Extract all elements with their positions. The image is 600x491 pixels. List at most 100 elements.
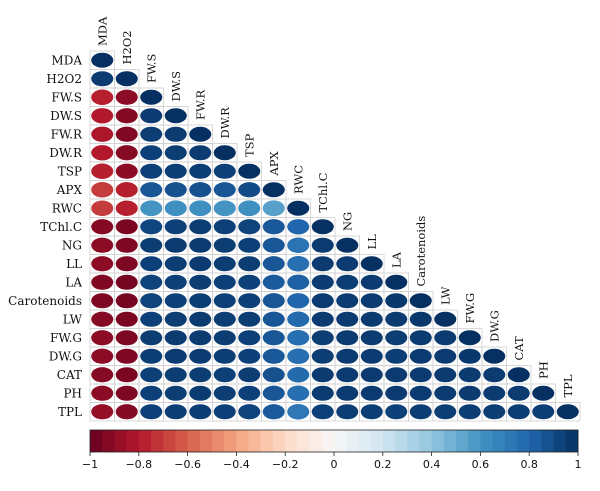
row-label: TSP (58, 164, 82, 178)
row-label: FW.R (51, 127, 83, 141)
corr-cell-Carotenoids-LA (385, 293, 408, 309)
corr-cell-NG-RWC (287, 237, 310, 253)
corr-cell-LL-RWC (287, 256, 310, 272)
colorbar-tick-label: 0.6 (472, 458, 490, 471)
corr-cell-NG-DW.S (164, 237, 187, 253)
corr-cell-CAT-APX (262, 367, 285, 383)
corr-cell-FW.G-LW (434, 330, 457, 346)
corr-cell-LL-FW.S (140, 256, 163, 272)
colorbar-step (358, 430, 371, 452)
colorbar-step (419, 430, 432, 452)
corr-cell-LW-LL (360, 311, 383, 327)
colorbar-step (529, 430, 542, 452)
corr-cell-DW.R-FW.S (140, 145, 163, 161)
colorbar-step (151, 430, 164, 452)
corr-cell-CAT-LL (360, 367, 383, 383)
corr-cell-TPL-TSP (238, 404, 261, 420)
corr-cell-TPL-MDA (91, 404, 114, 420)
colorbar-step (297, 430, 310, 452)
corr-cell-DW.R-MDA (91, 145, 114, 161)
row-label: RWC (52, 201, 82, 215)
corr-cell-LW-MDA (91, 311, 114, 327)
corr-cell-FW.R-FW.R (189, 126, 212, 142)
corr-cell-FW.G-APX (262, 330, 285, 346)
corr-cell-Carotenoids-FW.S (140, 293, 163, 309)
corr-cell-RWC-TSP (238, 200, 261, 217)
corr-cell-FW.G-FW.G (458, 330, 481, 346)
colorbar-step (456, 430, 469, 452)
corr-cell-DW.G-FW.R (189, 348, 212, 364)
row-label: TPL (58, 405, 82, 419)
corr-cell-LA-LA (385, 274, 408, 290)
row-label: DW.G (49, 349, 82, 363)
corr-cell-LL-TSP (238, 256, 261, 272)
corr-cell-RWC-RWC (287, 200, 310, 216)
corr-cell-TPL-PH (532, 404, 555, 420)
row-label: LW (63, 312, 83, 326)
corr-cell-DW.G-NG (336, 348, 359, 364)
corr-cell-TChl.C-FW.S (140, 219, 163, 235)
corr-cell-LA-NG (336, 274, 359, 290)
corr-cell-FW.G-RWC (287, 330, 310, 346)
corr-cell-TPL-FW.G (458, 404, 481, 420)
colorbar-step (90, 430, 103, 452)
corr-cell-RWC-MDA (91, 200, 114, 217)
corr-cell-TPL-DW.G (483, 404, 506, 420)
corr-cell-LL-H2O2 (115, 256, 138, 272)
colorbar-tick-label: −1 (82, 458, 98, 471)
corr-cell-TChl.C-DW.S (164, 219, 187, 235)
column-label: APX (267, 150, 281, 176)
colorbar-step (504, 430, 518, 452)
corr-cell-APX-H2O2 (115, 182, 138, 198)
corr-cell-Carotenoids-FW.R (189, 293, 212, 309)
corr-cell-TChl.C-TChl.C (311, 219, 334, 235)
column-label: MDA (95, 16, 109, 46)
corr-cell-LL-DW.S (164, 256, 187, 272)
colorbar-step (212, 430, 225, 452)
column-label: LL (365, 234, 379, 250)
corr-cell-APX-DW.R (213, 182, 236, 198)
corr-cell-DW.G-LA (385, 348, 408, 364)
corr-cell-PH-LL (360, 385, 383, 401)
corr-cell-FW.G-FW.S (140, 330, 163, 346)
row-label: FW.G (50, 331, 82, 345)
column-label: H2O2 (120, 30, 134, 64)
corr-cell-Carotenoids-TChl.C (311, 293, 334, 309)
corr-cell-TPL-Carotenoids (409, 404, 432, 420)
corr-cell-DW.G-DW.R (213, 348, 236, 364)
colorbar-step (334, 430, 347, 452)
corr-cell-MDA-MDA (91, 52, 114, 68)
corr-cell-FW.R-FW.S (140, 126, 163, 142)
row-label: H2O2 (46, 72, 82, 86)
column-label: TSP (242, 133, 256, 157)
corr-cell-PH-RWC (287, 385, 310, 401)
corr-cell-LW-DW.R (213, 311, 236, 327)
corr-cell-RWC-FW.R (189, 200, 212, 217)
corr-cell-TPL-TPL (556, 404, 579, 420)
corr-cell-CAT-LA (385, 367, 408, 383)
row-label: Carotenoids (8, 294, 82, 308)
corr-cell-NG-MDA (91, 237, 114, 253)
corr-cell-CAT-NG (336, 367, 359, 383)
corr-cell-LW-APX (262, 311, 285, 327)
colorbar-tick-label: 0 (331, 458, 338, 471)
corr-cell-CAT-DW.R (213, 367, 236, 383)
colorbar (89, 429, 579, 453)
corr-cell-CAT-TChl.C (311, 367, 334, 383)
corr-cell-LW-DW.S (164, 311, 187, 327)
corr-cell-PH-FW.S (140, 385, 163, 401)
colorbar-step (565, 430, 579, 452)
row-label: LA (65, 275, 82, 289)
corr-cell-LA-RWC (287, 274, 310, 290)
column-label: LA (389, 251, 403, 268)
corr-cell-LL-FW.R (189, 256, 212, 272)
colorbar-step (321, 430, 335, 452)
colorbar-step (199, 430, 213, 452)
corr-cell-LL-NG (336, 256, 359, 272)
row-label: LL (66, 257, 82, 271)
corr-cell-LW-TSP (238, 311, 261, 327)
corr-cell-PH-FW.G (458, 385, 481, 401)
corr-cell-CAT-RWC (287, 367, 310, 383)
colorbar-step (187, 430, 201, 452)
